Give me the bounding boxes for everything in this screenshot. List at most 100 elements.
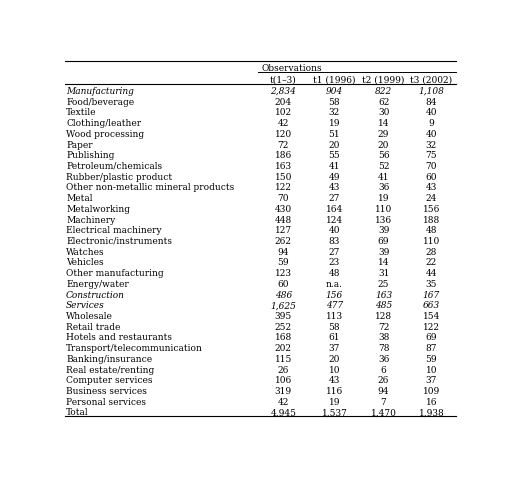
Text: 1,537: 1,537	[321, 408, 347, 417]
Text: 10: 10	[329, 365, 340, 374]
Text: 60: 60	[425, 172, 437, 182]
Text: Hotels and restaurants: Hotels and restaurants	[66, 333, 172, 342]
Text: n.a.: n.a.	[326, 279, 343, 288]
Text: 69: 69	[378, 237, 389, 245]
Text: 56: 56	[378, 151, 389, 160]
Text: 4,945: 4,945	[270, 408, 297, 417]
Text: 395: 395	[275, 311, 292, 320]
Text: Retail trade: Retail trade	[66, 322, 121, 331]
Text: Energy/water: Energy/water	[66, 279, 129, 288]
Text: Metal: Metal	[66, 194, 93, 203]
Text: 156: 156	[423, 204, 440, 213]
Text: 37: 37	[426, 376, 437, 384]
Text: 75: 75	[425, 151, 437, 160]
Text: Real estate/renting: Real estate/renting	[66, 365, 154, 374]
Text: 26: 26	[278, 365, 289, 374]
Text: t1 (1996): t1 (1996)	[313, 75, 356, 84]
Text: 22: 22	[426, 258, 437, 267]
Text: 62: 62	[378, 97, 389, 106]
Text: 110: 110	[375, 204, 392, 213]
Text: t3 (2002): t3 (2002)	[410, 75, 452, 84]
Text: 163: 163	[275, 162, 292, 171]
Text: 486: 486	[275, 290, 292, 299]
Text: Transport/telecommunication: Transport/telecommunication	[66, 344, 203, 352]
Text: 40: 40	[425, 130, 437, 138]
Text: 14: 14	[378, 258, 389, 267]
Text: 60: 60	[278, 279, 289, 288]
Text: Watches: Watches	[66, 247, 105, 256]
Text: Rubber/plastic product: Rubber/plastic product	[66, 172, 172, 182]
Text: 156: 156	[326, 290, 343, 299]
Text: 41: 41	[378, 172, 389, 182]
Text: 204: 204	[275, 97, 292, 106]
Text: 27: 27	[329, 194, 340, 203]
Text: t(1–3): t(1–3)	[270, 75, 297, 84]
Text: Other manufacturing: Other manufacturing	[66, 269, 164, 277]
Text: 10: 10	[425, 365, 437, 374]
Text: 49: 49	[329, 172, 340, 182]
Text: Banking/insurance: Banking/insurance	[66, 354, 152, 363]
Text: 116: 116	[326, 386, 343, 395]
Text: 477: 477	[326, 301, 343, 310]
Text: 42: 42	[278, 119, 289, 128]
Text: 167: 167	[423, 290, 440, 299]
Text: 9: 9	[428, 119, 434, 128]
Text: 154: 154	[423, 311, 440, 320]
Text: 70: 70	[278, 194, 289, 203]
Text: Personal services: Personal services	[66, 397, 146, 406]
Text: 36: 36	[378, 354, 389, 363]
Text: 16: 16	[425, 397, 437, 406]
Text: 262: 262	[275, 237, 292, 245]
Text: 123: 123	[275, 269, 292, 277]
Text: 113: 113	[326, 311, 343, 320]
Text: Computer services: Computer services	[66, 376, 153, 384]
Text: 59: 59	[278, 258, 289, 267]
Text: 48: 48	[425, 226, 437, 235]
Text: Clothing/leather: Clothing/leather	[66, 119, 141, 128]
Text: Vehicles: Vehicles	[66, 258, 104, 267]
Text: 186: 186	[275, 151, 292, 160]
Text: 822: 822	[375, 87, 392, 96]
Text: 26: 26	[378, 376, 389, 384]
Text: 19: 19	[329, 397, 340, 406]
Text: 430: 430	[275, 204, 292, 213]
Text: 150: 150	[275, 172, 292, 182]
Text: t2 (1999): t2 (1999)	[363, 75, 405, 84]
Text: Services: Services	[66, 301, 105, 310]
Text: 115: 115	[275, 354, 292, 363]
Text: 102: 102	[275, 108, 292, 117]
Text: 78: 78	[378, 344, 389, 352]
Text: Electronic/instruments: Electronic/instruments	[66, 237, 172, 245]
Text: 40: 40	[329, 226, 340, 235]
Text: 120: 120	[275, 130, 292, 138]
Text: 122: 122	[423, 322, 440, 331]
Text: Total: Total	[66, 408, 89, 417]
Text: 168: 168	[275, 333, 292, 342]
Text: 20: 20	[329, 140, 340, 149]
Text: 319: 319	[275, 386, 292, 395]
Text: 84: 84	[425, 97, 437, 106]
Text: 39: 39	[378, 226, 389, 235]
Text: 109: 109	[423, 386, 440, 395]
Text: 110: 110	[423, 237, 440, 245]
Text: Observations: Observations	[262, 63, 322, 73]
Text: 23: 23	[329, 258, 340, 267]
Text: Other non-metallic mineral products: Other non-metallic mineral products	[66, 183, 234, 192]
Text: 35: 35	[425, 279, 437, 288]
Text: Construction: Construction	[66, 290, 125, 299]
Text: 1,470: 1,470	[371, 408, 396, 417]
Text: 94: 94	[378, 386, 389, 395]
Text: 24: 24	[426, 194, 437, 203]
Text: 41: 41	[329, 162, 340, 171]
Text: 19: 19	[378, 194, 389, 203]
Text: 127: 127	[275, 226, 292, 235]
Text: 72: 72	[378, 322, 389, 331]
Text: 38: 38	[378, 333, 389, 342]
Text: 31: 31	[378, 269, 389, 277]
Text: 37: 37	[329, 344, 340, 352]
Text: 36: 36	[378, 183, 389, 192]
Text: Publishing: Publishing	[66, 151, 115, 160]
Text: 188: 188	[423, 215, 440, 224]
Text: 44: 44	[425, 269, 437, 277]
Text: 43: 43	[426, 183, 437, 192]
